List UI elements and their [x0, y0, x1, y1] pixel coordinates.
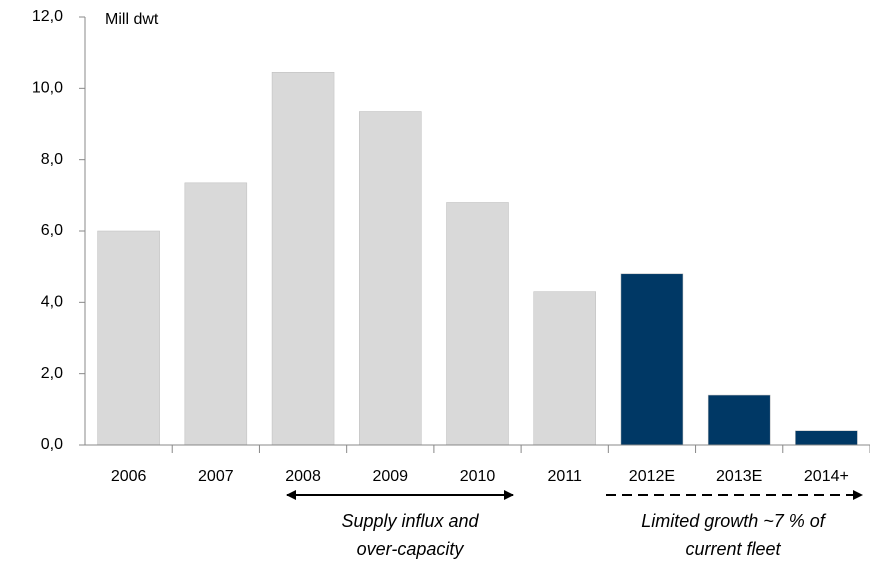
x-tick-label: 2011 [548, 468, 583, 485]
bar [795, 430, 858, 446]
annotation: current fleet [685, 539, 781, 559]
y-tick-label: 4,0 [41, 294, 63, 311]
bar [271, 72, 335, 446]
y-axis-label: Mill dwt [105, 11, 159, 28]
y-tick-label: 2,0 [41, 365, 63, 382]
annotation: Limited growth ~7 % of [641, 511, 827, 531]
x-tick-label: 2010 [460, 468, 496, 485]
x-tick-label: 2012E [629, 468, 675, 485]
bar [446, 202, 509, 446]
bar [707, 394, 771, 446]
y-tick-label: 0,0 [41, 436, 63, 453]
annotation: over-capacity [357, 539, 465, 559]
x-tick-label: 2014+ [804, 468, 849, 485]
bar [184, 182, 248, 446]
y-tick-label: 8,0 [41, 151, 63, 168]
x-tick-label: 2007 [198, 468, 234, 485]
x-tick-label: 2006 [111, 468, 147, 485]
x-tick-label: 2008 [285, 468, 321, 485]
bar [97, 230, 160, 446]
x-tick-label: 2013E [716, 468, 762, 485]
y-tick-label: 10,0 [32, 80, 63, 97]
annotation: Supply influx and [341, 511, 479, 531]
y-tick-label: 12,0 [32, 8, 63, 25]
bar [533, 291, 596, 446]
bar [359, 111, 422, 446]
bar [620, 273, 684, 446]
x-tick-label: 2009 [372, 468, 408, 485]
y-tick-label: 6,0 [41, 222, 63, 239]
